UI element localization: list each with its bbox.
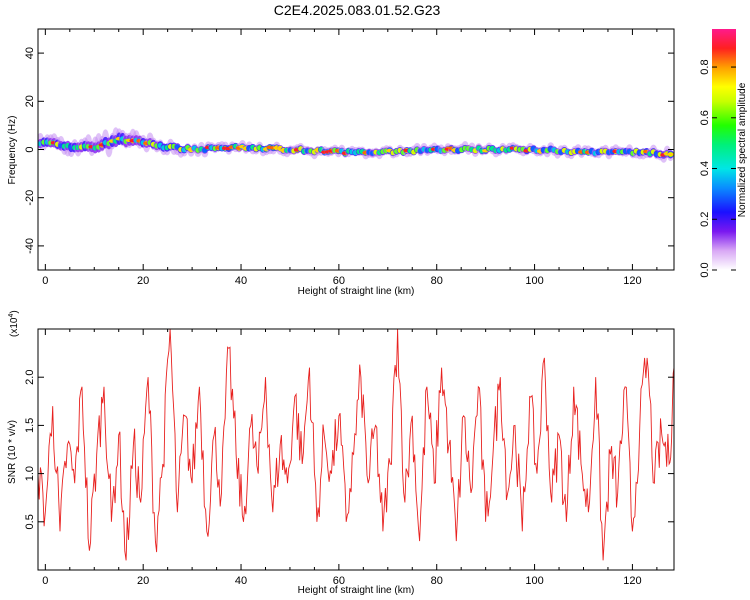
- spectrogram-y-tick-label: -40: [24, 238, 36, 254]
- colorbar-tick-label: 0.4: [699, 161, 711, 176]
- chart-title: C2E4.2025.083.01.52.G23: [273, 2, 441, 18]
- snr-x-tick-label: 60: [333, 575, 345, 587]
- snr-line-area: [38, 329, 674, 561]
- colorbar-ticks: 0.0 0.2 0.4 0.6 0.8: [699, 59, 736, 278]
- snr-y-tick-label: 2.0: [24, 370, 36, 385]
- spectrogram-x-tick-label: 120: [623, 275, 641, 287]
- colorbar: 0.0 0.2 0.4 0.6 0.8 Normalized spectral ampl…: [699, 29, 748, 278]
- spectrogram-panel: 0 20 40 60 80 100 120 -40 -20 0 20 40 Height of str…: [7, 28, 675, 297]
- colorbar-tick-label: 0.2: [699, 212, 711, 227]
- snr-y-axis-label: SNR (10 * v/v): [7, 420, 18, 484]
- snr-series-line: [38, 329, 674, 561]
- snr-frame: [37, 328, 675, 571]
- snr-x-tick-label: 20: [137, 575, 149, 587]
- colorbar-label: Normalized spectral amplitude: [737, 82, 748, 217]
- snr-x-tick-label: 100: [525, 575, 543, 587]
- spectrogram-y-tick-label: 0: [24, 146, 36, 152]
- snr-x-tick-label: 120: [623, 575, 641, 587]
- snr-x-tick-label: 80: [431, 575, 443, 587]
- spectrogram-y-tick-label: 20: [24, 95, 36, 107]
- spectrogram-ticks: 0 20 40 60 80 100 120 -40 -20 0 20 40: [24, 29, 674, 287]
- colorbar-gradient: [712, 29, 736, 270]
- snr-x-axis-label: Height of straight line (km): [298, 585, 415, 596]
- spectrogram-x-tick-label: 20: [137, 275, 149, 287]
- spectrogram-peak: [667, 152, 674, 157]
- spectrogram-x-tick-label: 100: [525, 275, 543, 287]
- colorbar-tick-label: 0.6: [699, 110, 711, 125]
- spectrogram-y-tick-label: -20: [24, 190, 36, 206]
- spectrogram-x-axis-label: Height of straight line (km): [298, 286, 415, 297]
- spectrogram-y-axis-label: Frequency (Hz): [7, 116, 18, 185]
- snr-scale-factor: (x104): [8, 310, 20, 337]
- snr-panel: 0 20 40 60 80 100 120 0.5 1.0 1.5 2.0 Height of st…: [7, 310, 675, 596]
- spectrogram-heatmap: [38, 127, 674, 163]
- snr-y-tick-label: 1.5: [24, 418, 36, 433]
- spectrogram-y-tick-label: 40: [24, 47, 36, 59]
- spectrogram-x-tick-label: 60: [333, 275, 345, 287]
- snr-ticks: 0 20 40 60 80 100 120 0.5 1.0 1.5 2.0: [24, 329, 674, 587]
- colorbar-tick-label: 0.8: [699, 59, 711, 74]
- spectrogram-x-tick-label: 0: [42, 275, 48, 287]
- colorbar-tick-label: 0.0: [699, 262, 711, 277]
- spectrogram-x-tick-label: 80: [431, 275, 443, 287]
- spectrogram-x-tick-label: 40: [235, 275, 247, 287]
- svg-text:(x104): (x104): [8, 310, 20, 337]
- snr-x-tick-label: 0: [42, 575, 48, 587]
- snr-y-tick-label: 0.5: [24, 514, 36, 529]
- snr-y-tick-label: 1.0: [24, 466, 36, 481]
- snr-x-tick-label: 40: [235, 575, 247, 587]
